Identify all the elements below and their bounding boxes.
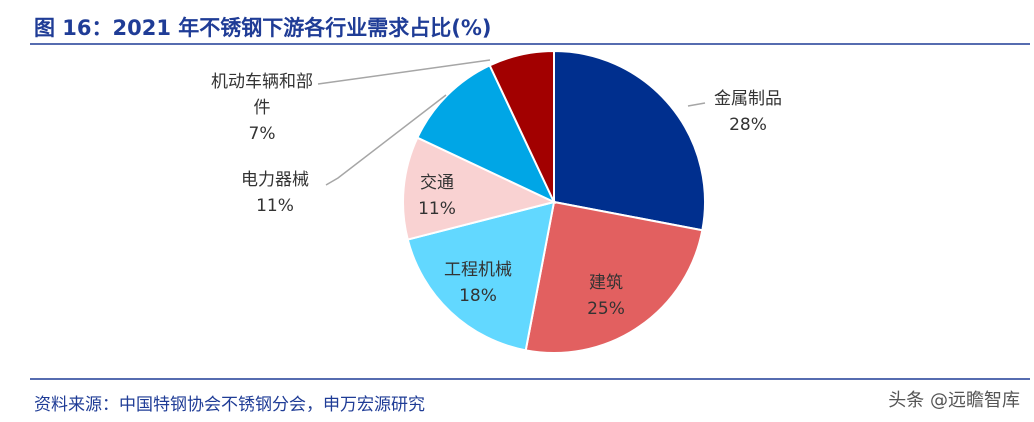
category-label: 建筑 [589,273,623,293]
value-label: 7% [248,124,276,144]
slice-label: 机动车辆和部件 7% [210,69,314,147]
leader-line [317,59,491,85]
slice-label: 电力器械 11% [225,167,325,219]
leader-line [325,94,447,186]
pie-slice [416,64,557,205]
value-label: 18% [459,286,497,306]
category-label: 工程机械 [444,260,512,280]
source-note: 资料来源：中国特钢协会不锈钢分会，申万宏源研究 [34,395,425,415]
slice-label: 金属制品 28% [693,86,803,138]
slice-label: 交通 11% [407,170,467,222]
slice-label: 建筑 25% [566,270,646,322]
chart-title: 图 16：2021 年不锈钢下游各行业需求占比(%) [34,16,492,40]
pie-slice [402,136,557,241]
pie-slice [553,49,706,232]
value-label: 28% [729,115,767,135]
value-label: 11% [256,196,294,216]
value-label: 25% [587,299,625,319]
category-label: 电力器械 [241,170,309,190]
pie-slice [488,49,555,203]
slice-label: 工程机械 18% [428,257,528,309]
watermark: 头条 @远瞻智库 [888,390,1020,411]
category-label: 机动车辆和部件 [211,72,313,118]
leader-line [687,102,706,107]
pie-slice [524,200,704,354]
pie-slice [406,200,556,352]
category-label: 交通 [420,173,454,193]
value-label: 11% [418,199,456,219]
category-label: 金属制品 [714,89,782,109]
